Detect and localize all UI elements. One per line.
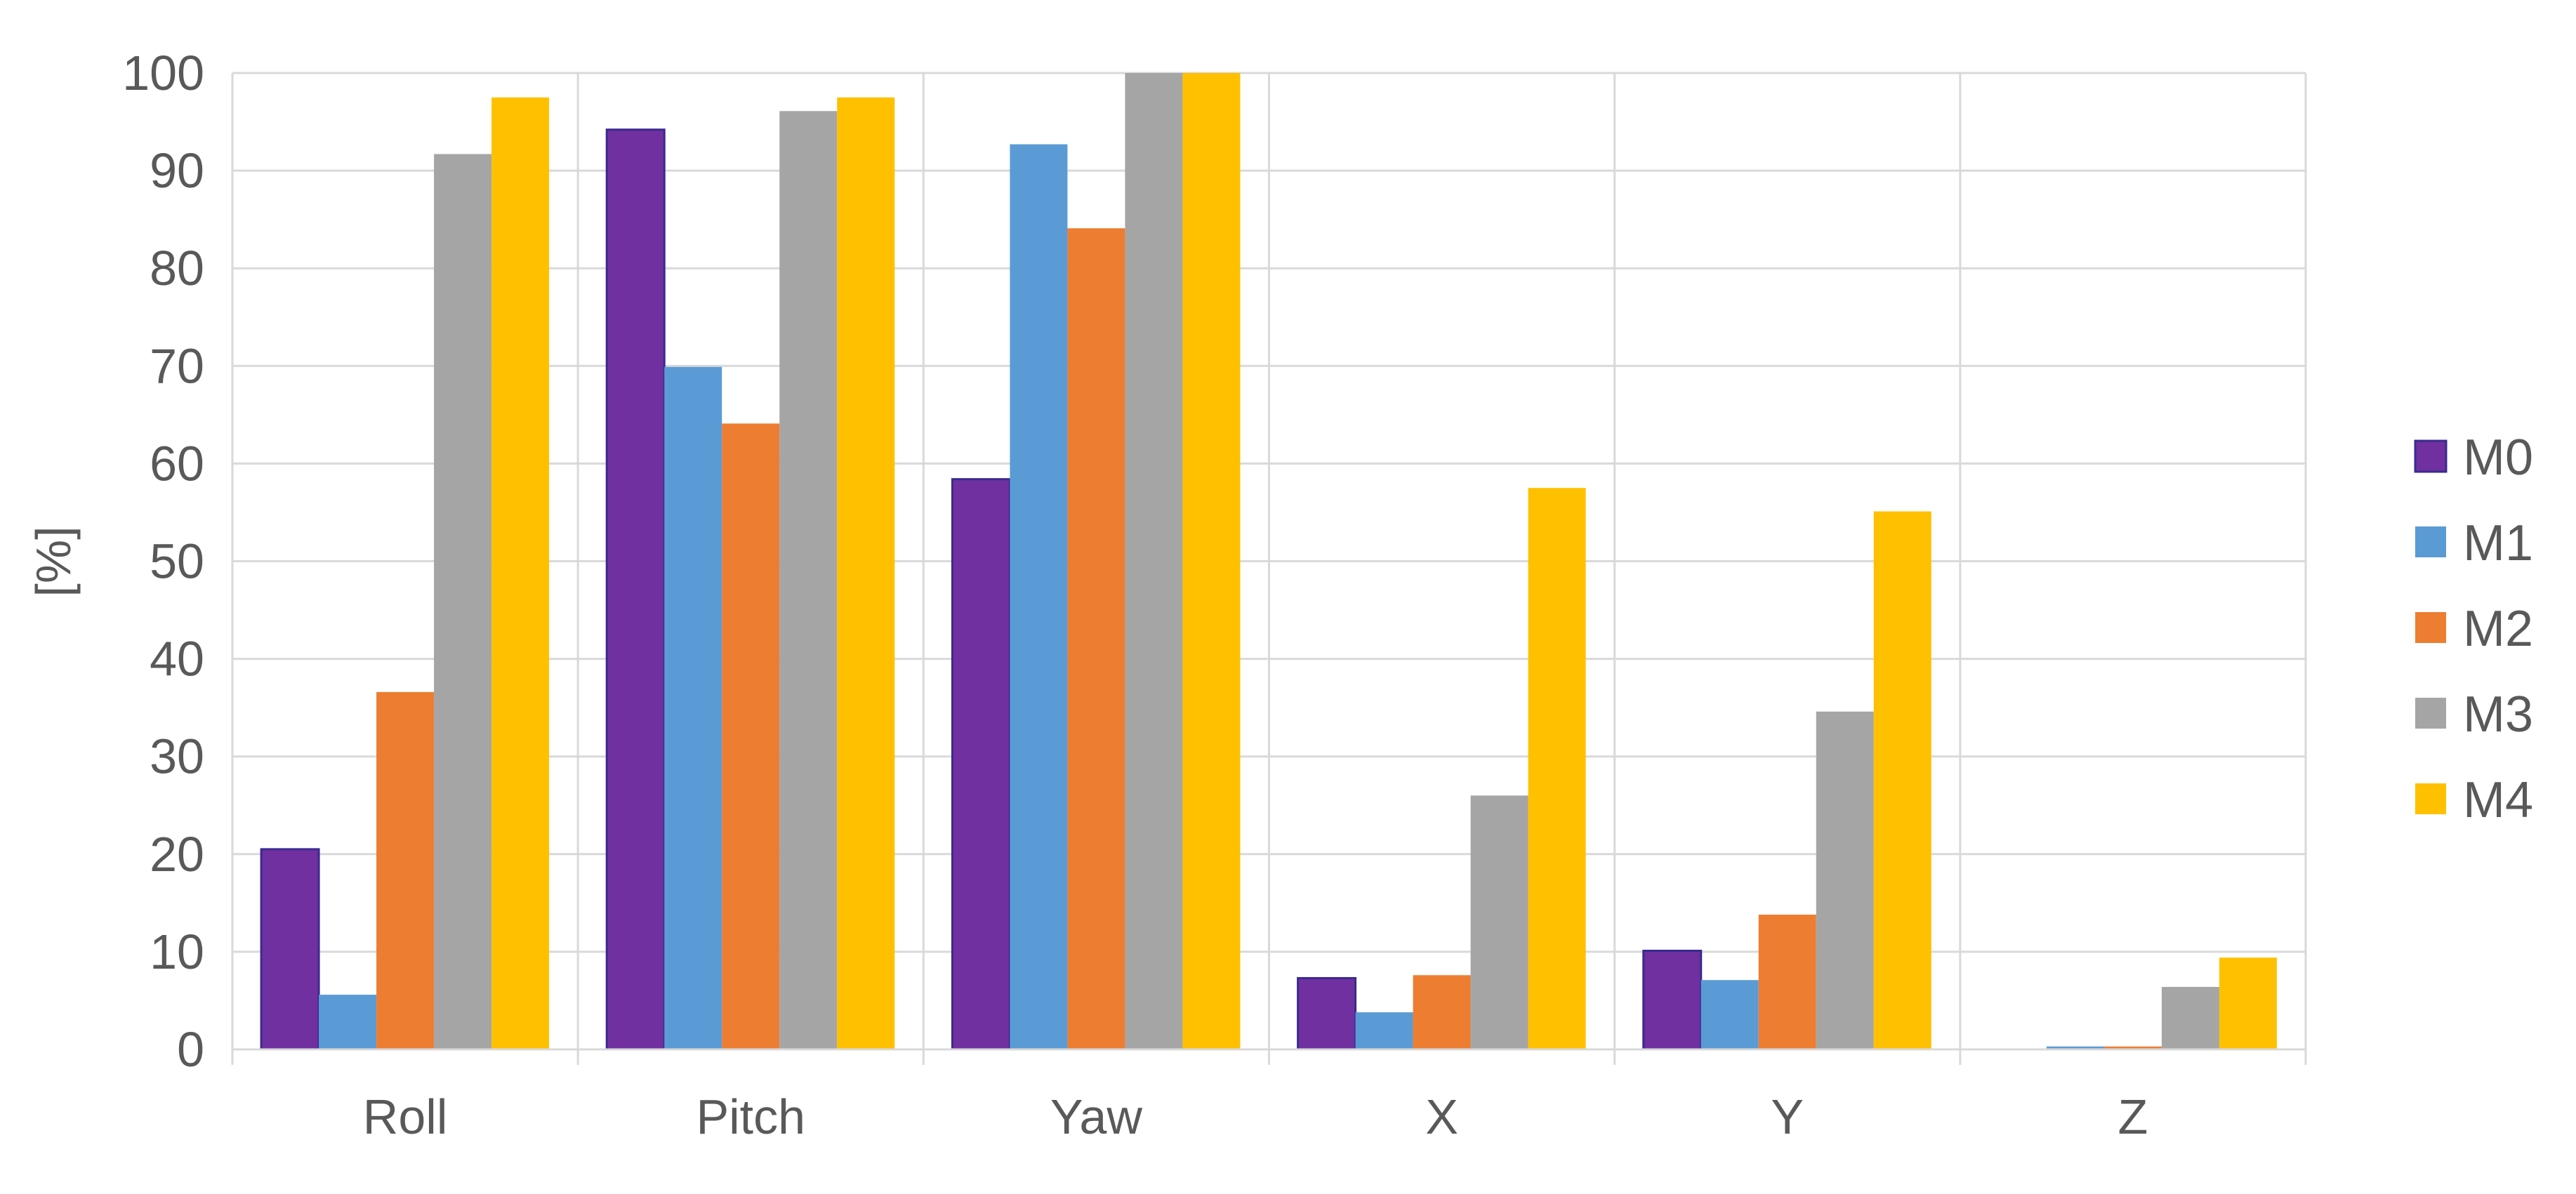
x-tick-label: Roll	[363, 1089, 448, 1144]
legend-swatch	[2415, 698, 2446, 729]
bar-M1-Pitch	[664, 366, 722, 1049]
bar-M0-Pitch	[605, 128, 666, 1051]
legend-label: M1	[2463, 515, 2533, 571]
x-tick-label: Y	[1771, 1089, 1804, 1144]
y-tick-label: 80	[150, 241, 204, 296]
bar-M3-X	[1470, 795, 1528, 1049]
legend-swatch	[2414, 439, 2448, 473]
x-tick-label: X	[1425, 1089, 1458, 1144]
legend-label: M2	[2463, 601, 2533, 657]
bar-M4-Yaw	[1182, 73, 1241, 1049]
bar-M2-Y	[1758, 915, 1816, 1049]
bar-M1-X	[1355, 1012, 1413, 1049]
y-tick-label: 70	[150, 338, 204, 393]
bar-M4-Y	[1873, 511, 1931, 1049]
legend: M0 M1 M2 M3 M4	[2414, 430, 2533, 828]
legend-label: M0	[2463, 430, 2533, 486]
bar-M1-Z	[2046, 1046, 2104, 1049]
bar-M0-Yaw	[951, 478, 1011, 1051]
bar-M3-Yaw	[1125, 73, 1183, 1049]
y-tick-label: 100	[122, 46, 204, 100]
bar-M4-Z	[2219, 957, 2277, 1049]
y-tick-label: 30	[150, 729, 204, 784]
legend-swatch	[2415, 783, 2446, 814]
bar-M0-Roll	[260, 848, 320, 1051]
gridlines	[231, 72, 2307, 1065]
y-tick-label: 40	[150, 632, 204, 686]
legend-label: M4	[2463, 772, 2533, 828]
x-tick-label: Z	[2118, 1089, 2148, 1144]
bar-M4-Roll	[491, 97, 550, 1049]
y-tick-label: 10	[150, 924, 204, 979]
bar-M3-Z	[2161, 986, 2219, 1049]
y-axis-title: [%]	[26, 526, 81, 597]
x-tick-label: Yaw	[1050, 1089, 1142, 1144]
bar-M3-Pitch	[779, 111, 838, 1049]
x-tick-label: Pitch	[696, 1089, 805, 1144]
y-tick-label: 90	[150, 143, 204, 198]
bar-M2-Roll	[376, 691, 435, 1049]
bar-M0-X	[1297, 976, 1357, 1051]
bar-M1-Roll	[319, 995, 377, 1049]
bars	[260, 73, 2277, 1051]
axes: 0 10 20 30 40 50 60 70 80 90 100 Roll Pitch Yaw X Y Z	[122, 46, 2306, 1144]
bar-M2-X	[1413, 975, 1471, 1049]
y-tick-label: 0	[177, 1022, 204, 1077]
bar-M3-Roll	[434, 154, 492, 1049]
y-tick-label: 50	[150, 534, 204, 589]
bar-M4-X	[1528, 488, 1586, 1049]
bar-M2-Yaw	[1067, 228, 1125, 1050]
bar-M4-Pitch	[837, 97, 895, 1049]
bar-M0-Y	[1642, 950, 1703, 1051]
bar-M2-Pitch	[722, 423, 780, 1049]
bar-M1-Y	[1700, 980, 1759, 1049]
y-tick-label: 20	[150, 827, 204, 882]
bar-M2-Z	[2103, 1046, 2162, 1049]
bar-M3-Y	[1816, 711, 1874, 1049]
legend-label: M3	[2463, 686, 2533, 743]
legend-swatch	[2415, 526, 2446, 557]
legend-swatch	[2415, 612, 2446, 643]
bar-M1-Yaw	[1010, 144, 1068, 1050]
y-tick-label: 60	[150, 436, 204, 491]
